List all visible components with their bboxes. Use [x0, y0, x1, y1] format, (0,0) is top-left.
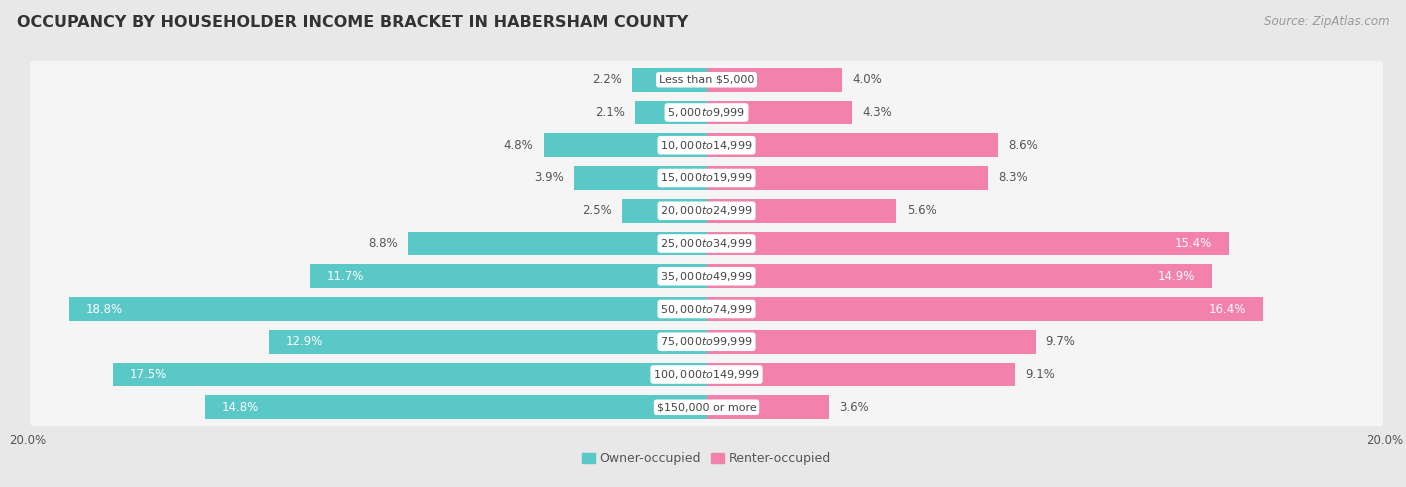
FancyBboxPatch shape	[30, 388, 1384, 426]
Text: $35,000 to $49,999: $35,000 to $49,999	[661, 270, 752, 283]
Text: 14.8%: 14.8%	[222, 401, 259, 414]
Text: 8.3%: 8.3%	[998, 171, 1028, 185]
Text: $25,000 to $34,999: $25,000 to $34,999	[661, 237, 752, 250]
Text: $50,000 to $74,999: $50,000 to $74,999	[661, 302, 752, 316]
Bar	[574, 166, 707, 190]
FancyBboxPatch shape	[30, 61, 1384, 99]
Text: 15.4%: 15.4%	[1174, 237, 1212, 250]
Bar	[707, 68, 842, 92]
Text: 9.7%: 9.7%	[1046, 335, 1076, 348]
Bar	[408, 232, 707, 255]
Text: 11.7%: 11.7%	[326, 270, 364, 283]
FancyBboxPatch shape	[30, 257, 1384, 295]
Text: $10,000 to $14,999: $10,000 to $14,999	[661, 139, 752, 152]
Bar	[707, 166, 988, 190]
FancyBboxPatch shape	[30, 94, 1384, 131]
Bar	[707, 395, 828, 419]
Text: 5.6%: 5.6%	[907, 204, 936, 217]
Bar	[269, 330, 707, 354]
Bar	[707, 330, 1036, 354]
Bar	[636, 101, 707, 124]
Text: 4.8%: 4.8%	[503, 139, 533, 152]
Text: 16.4%: 16.4%	[1209, 302, 1246, 316]
Text: $20,000 to $24,999: $20,000 to $24,999	[661, 204, 752, 217]
Bar	[707, 264, 1212, 288]
FancyBboxPatch shape	[30, 356, 1384, 393]
Text: Less than $5,000: Less than $5,000	[659, 75, 754, 85]
Text: $5,000 to $9,999: $5,000 to $9,999	[668, 106, 745, 119]
Bar	[631, 68, 707, 92]
Text: 4.0%: 4.0%	[852, 73, 882, 86]
Text: 2.2%: 2.2%	[592, 73, 621, 86]
Bar	[204, 395, 707, 419]
FancyBboxPatch shape	[30, 126, 1384, 164]
Text: 12.9%: 12.9%	[285, 335, 323, 348]
Text: 18.8%: 18.8%	[86, 302, 122, 316]
Bar	[707, 101, 852, 124]
Text: 2.1%: 2.1%	[595, 106, 626, 119]
Bar	[309, 264, 707, 288]
Text: 9.1%: 9.1%	[1025, 368, 1056, 381]
Bar	[112, 363, 707, 386]
Bar	[621, 199, 707, 223]
Text: 2.5%: 2.5%	[582, 204, 612, 217]
Bar	[544, 133, 707, 157]
FancyBboxPatch shape	[30, 225, 1384, 262]
Text: $15,000 to $19,999: $15,000 to $19,999	[661, 171, 752, 185]
Text: 8.6%: 8.6%	[1008, 139, 1038, 152]
FancyBboxPatch shape	[30, 192, 1384, 230]
Bar	[707, 232, 1229, 255]
Text: 3.6%: 3.6%	[839, 401, 869, 414]
Bar	[707, 133, 998, 157]
FancyBboxPatch shape	[30, 159, 1384, 197]
Text: 3.9%: 3.9%	[534, 171, 564, 185]
Text: 17.5%: 17.5%	[129, 368, 167, 381]
Legend: Owner-occupied, Renter-occupied: Owner-occupied, Renter-occupied	[576, 448, 837, 470]
FancyBboxPatch shape	[30, 290, 1384, 328]
Text: $100,000 to $149,999: $100,000 to $149,999	[654, 368, 759, 381]
Text: 4.3%: 4.3%	[862, 106, 893, 119]
Text: Source: ZipAtlas.com: Source: ZipAtlas.com	[1264, 15, 1389, 28]
Text: OCCUPANCY BY HOUSEHOLDER INCOME BRACKET IN HABERSHAM COUNTY: OCCUPANCY BY HOUSEHOLDER INCOME BRACKET …	[17, 15, 688, 30]
Text: 14.9%: 14.9%	[1157, 270, 1195, 283]
Bar	[707, 199, 897, 223]
Text: $150,000 or more: $150,000 or more	[657, 402, 756, 412]
Text: $75,000 to $99,999: $75,000 to $99,999	[661, 335, 752, 348]
Bar	[707, 363, 1015, 386]
Text: 8.8%: 8.8%	[368, 237, 398, 250]
Bar	[707, 297, 1263, 321]
Bar	[69, 297, 707, 321]
FancyBboxPatch shape	[30, 323, 1384, 361]
